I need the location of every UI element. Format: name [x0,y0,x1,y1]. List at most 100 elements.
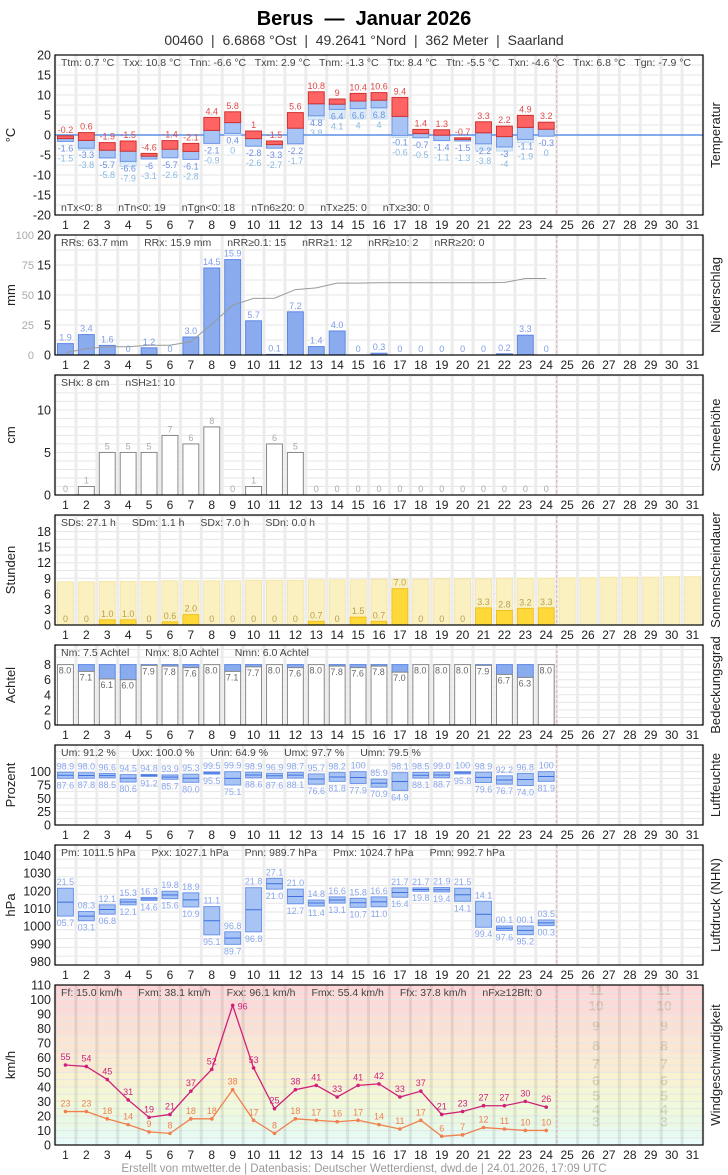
tgmin-label: -4 [500,159,508,169]
y-tick-label: 50 [37,792,51,806]
humidity-max-label: 100 [351,761,366,771]
humidity-max-label: 98.7 [287,761,305,771]
snow-label: 5 [293,441,298,451]
sunshine-label: 3.2 [519,597,532,607]
day-label: 12 [289,1148,303,1162]
sunshine-label: 0 [460,614,465,624]
day-label: 27 [602,628,616,642]
day-label: 29 [644,498,658,512]
stat-text: Fmx: 55.4 km/h [312,987,385,999]
humidity-min-label: 88.5 [98,780,116,790]
wind-gust-label: 53 [249,1055,259,1065]
sunshine-label: 0 [439,614,444,624]
precip-label: 3.4 [80,324,93,334]
day-label: 28 [623,498,637,512]
sunshine-bar [475,607,492,626]
wind-mean-point [419,1118,423,1123]
day-label: 12 [289,628,303,642]
tmax-bar [77,132,95,141]
day-label: 22 [498,968,512,982]
day-label: 2 [83,968,90,982]
cloud-label: 7.9 [142,666,155,676]
y-tick-label: 70 [37,1037,51,1051]
snow-bar [119,451,137,496]
snow-label: 0 [460,484,465,494]
beaufort-label: 11 [657,982,672,998]
day-label: 5 [146,728,153,742]
precip-label: 1.2 [143,337,156,347]
day-label: 21 [477,628,491,642]
day-label: 17 [393,358,407,372]
tgmin-label: 0 [230,145,235,155]
tmax-bar [182,142,200,152]
wind-gust-label: 96 [238,1001,248,1011]
day-label: 14 [331,728,345,742]
pressure-min-label: 06.8 [98,916,116,926]
humidity-max-label: 93.9 [161,764,179,774]
day-label: 25 [560,358,574,372]
day-label: 17 [393,728,407,742]
tgmin-label: -2.6 [162,170,178,180]
day-label: 12 [289,358,303,372]
stat-text: Tnm: -1.3 °C [319,57,379,69]
stat-text: RRs: 63.7 mm [61,237,128,249]
tmax-bar [349,92,367,102]
day-label: 8 [208,628,215,642]
wind-mean-label: 23 [60,1099,70,1109]
tmin-bar [537,128,555,137]
day-label: 26 [581,728,595,742]
y-tick-label: -5 [40,149,51,163]
wind-gust-point [481,1103,486,1108]
pressure-max-label: 21.9 [433,877,451,887]
panel-title: Niederschlag [708,257,723,333]
day-label: 13 [310,968,324,982]
stat-text: Txm: 2.9 °C [255,57,311,69]
day-label: 6 [167,498,174,512]
day-label: 24 [540,628,554,642]
day-label: 17 [393,1148,407,1162]
wind-mean-point [209,1117,214,1121]
day-label: 21 [477,358,491,372]
tmax-label: 1 [251,120,256,130]
humidity-min-label: 70.9 [370,789,388,799]
tgmin-label: 4.1 [331,121,344,131]
day-label: 9 [229,218,236,232]
wind-gust-point [189,1089,193,1093]
y-tick-label: 1000 [23,920,51,934]
day-label: 18 [414,498,428,512]
day-label: 11 [268,358,281,372]
pressure-min-label: 14.1 [454,903,472,913]
sunshine-bar [537,607,555,626]
tmin-label: -6 [145,161,153,171]
wind-mean-point [126,1122,130,1127]
precip-label: 0 [356,344,361,354]
day-label: 6 [167,218,174,232]
snow-label: 1 [84,475,89,485]
tmax-label: -4.6 [141,142,157,152]
precip-bar [77,334,95,356]
day-label: 7 [188,728,195,742]
day-label: 16 [372,828,386,842]
snow-label: 0 [63,484,68,494]
day-label: 20 [456,498,470,512]
day-label: 22 [498,218,512,232]
day-label: 29 [644,968,658,982]
day-label: 3 [104,498,111,512]
stat-text: Nmx: 8.0 Achtel [145,647,219,659]
tgmin-label: 4 [376,120,381,130]
day-label: 2 [83,498,90,512]
wind-mean-label: 23 [81,1099,91,1109]
wind-gust-point [377,1082,381,1086]
stat-text: SDx: 7.0 h [200,517,249,529]
snow-label: 5 [126,441,131,451]
wind-gust-point [230,1003,235,1008]
panel-title: Bedeckungsgrad [708,636,723,734]
humidity-max-label: 98.1 [391,762,409,772]
tmin-bar [516,126,534,140]
panel-humidity: 98.987.698.087.896.688.594.580.694.891.2… [3,744,723,842]
humidity-max-label: 96.8 [517,762,535,772]
wind-gust-label: 55 [60,1052,70,1062]
tmin-bar [433,134,451,142]
day-label: 31 [686,828,700,842]
y-tick-label: 20 [37,1109,51,1123]
